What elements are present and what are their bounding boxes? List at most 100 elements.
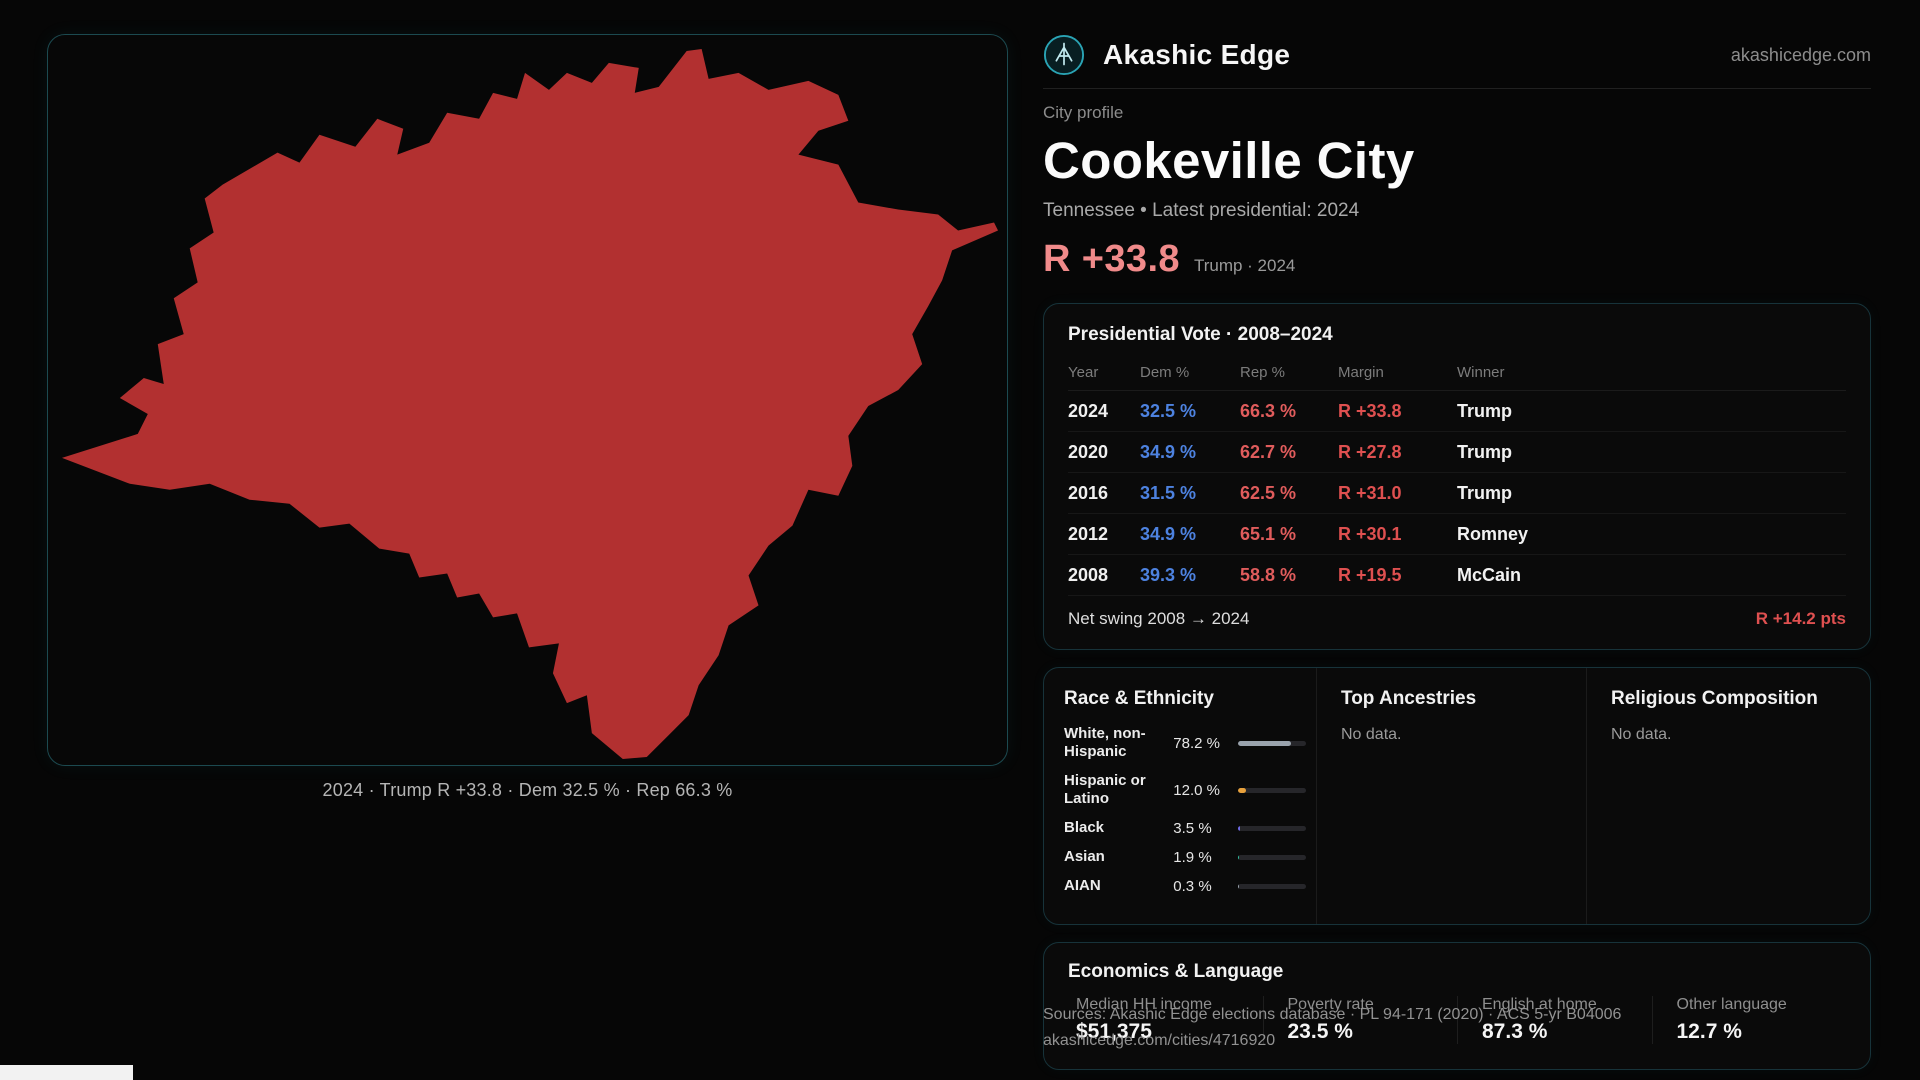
religion-no-data: No data. bbox=[1611, 726, 1672, 743]
dem-cell: 32.5 % bbox=[1140, 401, 1197, 421]
net-swing-row: Net swing 2008 → 2024 R +14.2 pts bbox=[1068, 596, 1846, 633]
winner-cell: Trump bbox=[1457, 442, 1513, 462]
stat-value: 87.3 % bbox=[1482, 1020, 1548, 1043]
stat-label: English at home bbox=[1482, 996, 1597, 1013]
col-year: Year bbox=[1068, 364, 1099, 381]
stat-other-language: Other language 12.7 % bbox=[1651, 996, 1847, 1044]
year-cell: 2020 bbox=[1068, 442, 1109, 462]
presidential-vote-card: Presidential Vote · 2008–2024 Year Dem %… bbox=[1043, 303, 1871, 650]
race-ethnicity-title: Race & Ethnicity bbox=[1064, 688, 1214, 709]
rep-cell: 65.1 % bbox=[1240, 524, 1297, 544]
demographics-card: Race & Ethnicity White, non-Hispanic 78.… bbox=[1043, 667, 1871, 925]
ancestries-no-data: No data. bbox=[1341, 726, 1402, 743]
net-swing-value: R +14.2 pts bbox=[1755, 609, 1846, 628]
race-label: Asian bbox=[1064, 848, 1105, 865]
winner-cell: Romney bbox=[1457, 524, 1529, 544]
stat-value: $51,375 bbox=[1076, 1020, 1152, 1043]
dem-cell: 34.9 % bbox=[1140, 524, 1197, 544]
race-bar bbox=[1237, 740, 1307, 746]
race-bar bbox=[1237, 787, 1307, 793]
vote-table-header: Year Dem % Rep % Margin Winner bbox=[1068, 358, 1846, 391]
margin-cell: R +27.8 bbox=[1338, 442, 1402, 462]
top-ancestries-title: Top Ancestries bbox=[1341, 688, 1477, 709]
profile-panel: Akashic Edge akashicedge.com City profil… bbox=[1043, 34, 1871, 1070]
map-caption: 2024 · Trump R +33.8 · Dem 32.5 % · Rep … bbox=[322, 780, 733, 800]
list-item: AIAN 0.3 % bbox=[1064, 877, 1307, 895]
permalink[interactable]: akashicedge.com/cities/4716920 bbox=[1043, 1031, 1276, 1049]
margin-cell: R +31.0 bbox=[1338, 483, 1402, 503]
race-ethnicity-column: Race & Ethnicity White, non-Hispanic 78.… bbox=[1044, 668, 1316, 924]
religious-composition-column: Religious Composition No data. bbox=[1586, 668, 1870, 924]
table-row: 2008 39.3 % 58.8 % R +19.5 McCain bbox=[1068, 555, 1846, 596]
winner-cell: Trump bbox=[1457, 401, 1513, 421]
rep-cell: 66.3 % bbox=[1240, 401, 1297, 421]
dem-cell: 39.3 % bbox=[1140, 565, 1197, 585]
top-ancestries-column: Top Ancestries No data. bbox=[1316, 668, 1586, 924]
race-bar bbox=[1237, 825, 1307, 831]
margin-cell: R +30.1 bbox=[1338, 524, 1402, 544]
stat-label: Other language bbox=[1676, 996, 1787, 1013]
list-item: Hispanic or Latino 12.0 % bbox=[1064, 772, 1307, 808]
race-bar bbox=[1237, 883, 1307, 889]
dem-cell: 31.5 % bbox=[1140, 483, 1197, 503]
headline-margin-block: R +33.8 Trump · 2024 bbox=[1043, 238, 1871, 281]
race-rows: White, non-Hispanic 78.2 % Hispanic or L… bbox=[1064, 725, 1307, 895]
col-winner: Winner bbox=[1457, 364, 1505, 381]
dem-cell: 34.9 % bbox=[1140, 442, 1197, 462]
vote-table: Year Dem % Rep % Margin Winner 2024 32.5… bbox=[1068, 358, 1846, 633]
stat-median-hh-income: Median HH income $51,375 bbox=[1068, 996, 1263, 1044]
headline-margin-note: Trump · 2024 bbox=[1193, 256, 1296, 275]
city-boundary-map bbox=[61, 48, 999, 760]
list-item: White, non-Hispanic 78.2 % bbox=[1064, 725, 1307, 761]
table-row: 2012 34.9 % 65.1 % R +30.1 Romney bbox=[1068, 514, 1846, 555]
akashic-edge-logo-icon[interactable] bbox=[1043, 34, 1085, 76]
year-cell: 2016 bbox=[1068, 483, 1109, 503]
race-value: 1.9 % bbox=[1173, 848, 1212, 866]
margin-cell: R +19.5 bbox=[1338, 565, 1402, 585]
col-rep: Rep % bbox=[1240, 364, 1286, 381]
page-subtitle: Tennessee • Latest presidential: 2024 bbox=[1043, 200, 1360, 221]
stat-poverty-rate: Poverty rate 23.5 % bbox=[1262, 996, 1458, 1044]
table-row: 2020 34.9 % 62.7 % R +27.8 Trump bbox=[1068, 432, 1846, 473]
city-map-card bbox=[47, 34, 1008, 766]
table-row: 2016 31.5 % 62.5 % R +31.0 Trump bbox=[1068, 473, 1846, 514]
race-bar bbox=[1237, 854, 1307, 860]
footer-sources: Sources: Akashic Edge elections database… bbox=[1043, 1002, 1871, 1054]
race-value: 0.3 % bbox=[1173, 877, 1212, 895]
col-dem: Dem % bbox=[1140, 364, 1190, 381]
year-cell: 2008 bbox=[1068, 565, 1109, 585]
page-kicker: City profile bbox=[1043, 103, 1124, 122]
net-swing-label: Net swing 2008 → 2024 bbox=[1068, 609, 1250, 628]
rep-cell: 62.7 % bbox=[1240, 442, 1297, 462]
year-cell: 2012 bbox=[1068, 524, 1109, 544]
stat-english-at-home: English at home 87.3 % bbox=[1457, 996, 1652, 1044]
table-row: 2024 32.5 % 66.3 % R +33.8 Trump bbox=[1068, 391, 1846, 432]
col-margin: Margin bbox=[1338, 364, 1384, 381]
vote-card-title: Presidential Vote · 2008–2024 bbox=[1068, 324, 1333, 345]
brand-name: Akashic Edge bbox=[1103, 39, 1291, 70]
site-header: Akashic Edge akashicedge.com bbox=[1043, 34, 1871, 89]
list-item: Asian 1.9 % bbox=[1064, 848, 1307, 866]
religious-composition-title: Religious Composition bbox=[1611, 688, 1818, 709]
margin-cell: R +33.8 bbox=[1338, 401, 1402, 421]
city-boundary-polygon bbox=[61, 48, 999, 760]
headline-margin-value: R +33.8 bbox=[1043, 238, 1180, 280]
stat-label: Poverty rate bbox=[1287, 996, 1374, 1013]
winner-cell: McCain bbox=[1457, 565, 1522, 585]
sources-line: Sources: Akashic Edge elections database… bbox=[1043, 1006, 1622, 1023]
year-cell: 2024 bbox=[1068, 401, 1109, 421]
rep-cell: 62.5 % bbox=[1240, 483, 1297, 503]
economics-stats: Median HH income $51,375 Poverty rate 23… bbox=[1068, 996, 1846, 1044]
site-domain-link[interactable]: akashicedge.com bbox=[1730, 44, 1871, 65]
race-label: AIAN bbox=[1064, 877, 1101, 894]
bottom-left-strip bbox=[0, 1065, 133, 1080]
race-label: Hispanic or Latino bbox=[1064, 772, 1146, 807]
stat-value: 23.5 % bbox=[1287, 1020, 1353, 1043]
page-title: Cookeville City bbox=[1043, 132, 1415, 189]
race-value: 78.2 % bbox=[1173, 734, 1220, 752]
stat-value: 12.7 % bbox=[1676, 1020, 1742, 1043]
race-value: 3.5 % bbox=[1173, 819, 1212, 837]
race-label: Black bbox=[1064, 819, 1105, 836]
list-item: Black 3.5 % bbox=[1064, 819, 1307, 837]
economics-language-card: Economics & Language Median HH income $5… bbox=[1043, 942, 1871, 1070]
